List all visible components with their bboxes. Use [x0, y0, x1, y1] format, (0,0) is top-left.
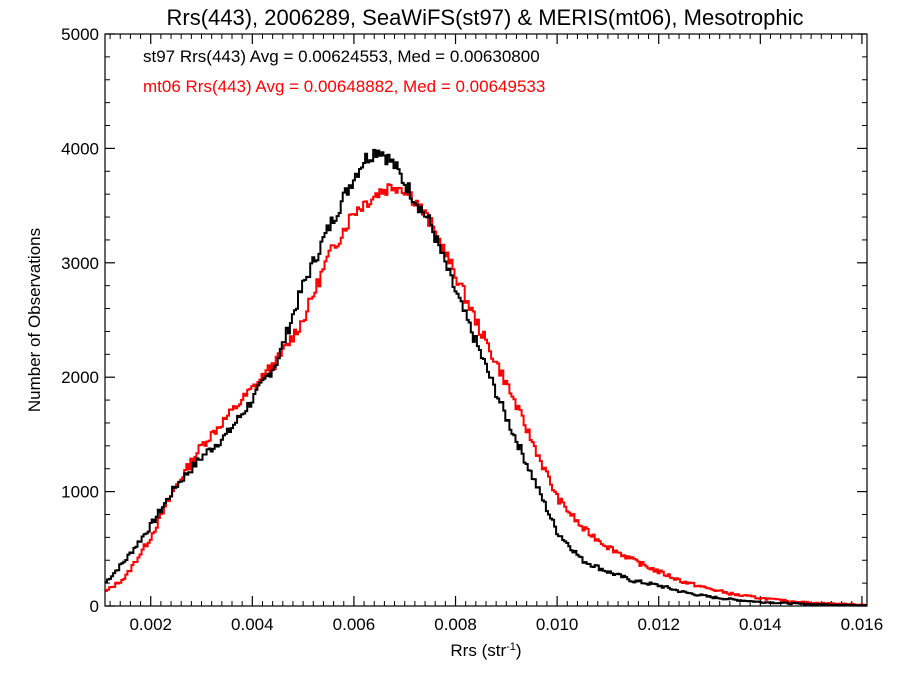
y-axis-label: Number of Observations	[25, 228, 44, 412]
series-line-mt06	[105, 183, 867, 606]
x-tick-label: 0.012	[637, 615, 680, 634]
x-axis-label-superscript: -1	[506, 641, 516, 653]
x-tick-label: 0.016	[841, 615, 884, 634]
series-layer	[105, 148, 867, 607]
x-axis-label: Rrs (str-1)	[450, 641, 521, 660]
x-tick-label: 0.002	[129, 615, 172, 634]
y-tick-label: 2000	[61, 368, 99, 387]
plot-frame	[104, 33, 868, 607]
x-tick-label: 0.014	[739, 615, 782, 634]
x-axis-label-main: Rrs (str	[450, 641, 506, 660]
x-tick-label: 0.004	[231, 615, 274, 634]
y-tick-label: 0	[90, 597, 99, 616]
series-line-st97	[105, 148, 867, 607]
y-tick-label: 3000	[61, 254, 99, 273]
y-tick-label: 4000	[61, 139, 99, 158]
x-tick-label: 0.006	[333, 615, 376, 634]
x-tick-label: 0.010	[536, 615, 579, 634]
chart-title: Rrs(443), 2006289, SeaWiFS(st97) & MERIS…	[166, 5, 803, 30]
x-axis-label-close: )	[516, 641, 522, 660]
y-tick-label: 5000	[61, 25, 99, 44]
y-axis: 0 1000 2000 3000 4000 5000	[61, 25, 867, 616]
x-axis: 0.002 0.004 0.006 0.008 0.010 0.012 0.014 0.016	[109, 34, 884, 634]
x-tick-label: 0.008	[434, 615, 477, 634]
y-tick-label: 1000	[61, 483, 99, 502]
annotation-st97: st97 Rrs(443) Avg = 0.00624553, Med = 0.…	[143, 47, 540, 66]
annotation-mt06: mt06 Rrs(443) Avg = 0.00648882, Med = 0.…	[143, 77, 545, 96]
